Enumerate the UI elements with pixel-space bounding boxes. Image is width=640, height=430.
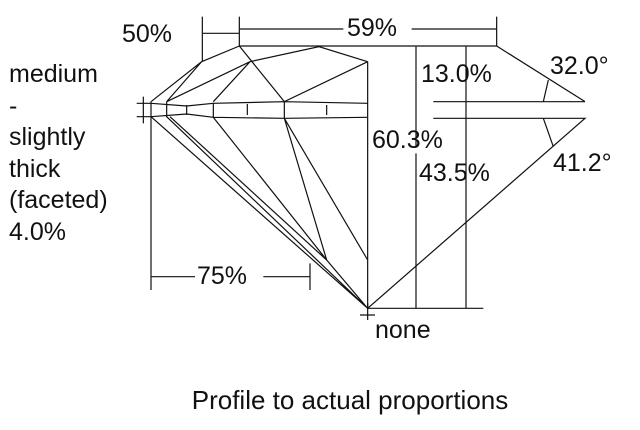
angle-arcs bbox=[542, 79, 554, 147]
star-dimension bbox=[201, 16, 240, 62]
table-dimension bbox=[238, 16, 498, 46]
girdle-line: 4.0% bbox=[9, 217, 66, 246]
girdle-line: - bbox=[9, 91, 18, 120]
depth-lines bbox=[367, 46, 484, 309]
girdle-line: slightly bbox=[9, 123, 86, 151]
right-profile bbox=[367, 45, 587, 309]
culet-mark bbox=[359, 303, 375, 320]
girdle-description: medium - slightly thick (faceted) 4.0% bbox=[9, 59, 108, 248]
lower-half-dimension bbox=[150, 118, 311, 290]
pavilion-facets bbox=[150, 116, 369, 309]
diamond-lines bbox=[136, 16, 587, 320]
pavilion-angle-label: 41.2° bbox=[553, 149, 612, 177]
girdle-line: (faceted) bbox=[9, 186, 108, 214]
total-depth-label: 60.3% bbox=[372, 126, 443, 154]
crown-angle-label: 32.0° bbox=[550, 52, 609, 80]
girdle bbox=[136, 96, 368, 124]
pavilion-depth-label: 43.5% bbox=[419, 159, 490, 187]
girdle-line: medium bbox=[9, 60, 98, 88]
crown-facets bbox=[150, 45, 369, 309]
star-length-label: 50% bbox=[122, 20, 173, 48]
crown-height-label: 13.0% bbox=[421, 60, 492, 88]
lower-half-label: 75% bbox=[197, 262, 248, 290]
table-percent-label: 59% bbox=[345, 14, 400, 42]
girdle-line: thick bbox=[9, 154, 61, 183]
culet-label: none bbox=[375, 316, 431, 344]
caption: Profile to actual proportions bbox=[191, 385, 509, 415]
